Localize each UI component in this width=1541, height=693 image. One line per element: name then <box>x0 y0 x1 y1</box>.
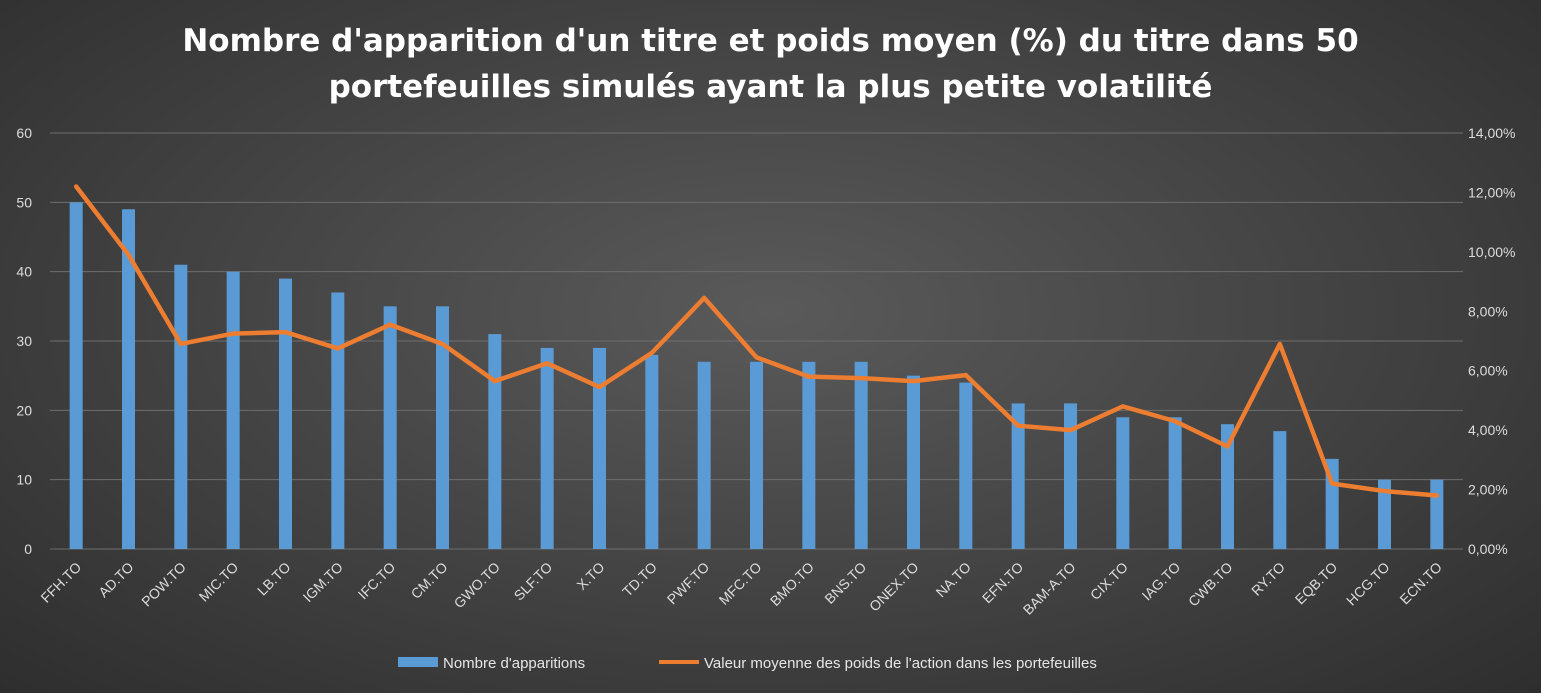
x-axis: FFH.TO AD.TO POW.TO MIC.TO LB.TO IGM.TO IFC.TO… <box>37 559 1445 618</box>
bar <box>488 334 502 549</box>
bar <box>436 306 449 549</box>
bar <box>802 361 816 549</box>
bar <box>854 361 868 549</box>
y-right-tick-label: 6,00% <box>1468 363 1508 379</box>
x-tick-label: GWO.TO <box>451 559 503 611</box>
x-tick-label: ECN.TO <box>1396 559 1445 608</box>
x-tick-label: X.TO <box>573 559 607 593</box>
x-tick-label: IFC.TO <box>355 559 399 603</box>
x-tick-label: EFN.TO <box>979 559 1027 607</box>
x-tick-label: RY.TO <box>1248 559 1288 599</box>
bar <box>383 306 397 549</box>
bar <box>1325 458 1339 549</box>
y-left-tick-label: 0 <box>24 541 32 557</box>
x-tick-label: AD.TO <box>95 559 136 600</box>
x-tick-label: HCG.TO <box>1343 559 1393 609</box>
y-left-tick-label: 60 <box>16 125 32 141</box>
bar <box>645 354 659 549</box>
bar <box>69 202 83 550</box>
x-tick-label: CWB.TO <box>1185 559 1236 610</box>
x-tick-label: BMO.TO <box>767 559 817 609</box>
x-tick-label: SLF.TO <box>511 559 556 604</box>
x-tick-label: PWF.TO <box>664 559 713 608</box>
bar <box>697 361 711 549</box>
bar-series <box>69 202 1444 550</box>
bar <box>1011 403 1025 549</box>
x-tick-label: MFC.TO <box>716 559 765 608</box>
bar <box>174 264 188 549</box>
bar <box>279 278 292 549</box>
x-tick-label: IGM.TO <box>300 559 346 605</box>
x-tick-label: EQB.TO <box>1292 559 1341 608</box>
bar <box>1221 424 1234 549</box>
y-right-tick-label: 10,00% <box>1468 244 1515 260</box>
y-left-tick-label: 50 <box>16 194 32 210</box>
bar <box>1430 479 1444 549</box>
legend: Nombre d'apparitions Valeur moyenne des … <box>398 655 1097 672</box>
legend-label-line: Valeur moyenne des poids de l'action dan… <box>704 655 1097 672</box>
y-right-tick-label: 14,00% <box>1468 125 1515 141</box>
bar <box>593 347 606 549</box>
y-left-tick-label: 10 <box>16 472 32 488</box>
y-right-tick-label: 8,00% <box>1468 303 1508 319</box>
bar <box>1168 417 1182 549</box>
x-tick-label: BAM-A.TO <box>1020 559 1079 618</box>
line-series <box>73 184 1440 498</box>
bar <box>1064 403 1077 549</box>
x-tick-label: NA.TO <box>933 559 974 600</box>
right-axis: 0,00% 2,00% 4,00% 6,00% 8,00% 10,00% 12,00% 14,… <box>1468 125 1515 557</box>
y-right-tick-label: 2,00% <box>1468 482 1508 498</box>
bar <box>1273 431 1287 549</box>
y-right-tick-label: 0,00% <box>1468 541 1508 557</box>
bar <box>959 382 973 549</box>
x-tick-label: CIX.TO <box>1087 559 1131 603</box>
x-tick-label: ONEX.TO <box>866 559 922 615</box>
bar <box>750 361 763 549</box>
bar <box>1116 417 1130 549</box>
left-axis: 0 10 20 30 40 50 60 <box>16 125 32 557</box>
x-tick-label: FFH.TO <box>37 559 84 606</box>
y-right-tick-label: 12,00% <box>1468 184 1515 200</box>
y-left-tick-label: 30 <box>16 333 32 349</box>
x-tick-label: MIC.TO <box>196 559 242 605</box>
chart-title: Nombre d'apparition d'un titre et poids … <box>0 18 1541 110</box>
x-tick-label: CM.TO <box>408 559 451 602</box>
bar <box>226 271 240 549</box>
legend-label-bars: Nombre d'apparitions <box>443 655 585 672</box>
x-tick-label: IAG.TO <box>1139 559 1184 604</box>
x-tick-label: POW.TO <box>138 559 189 610</box>
bar <box>1378 479 1391 549</box>
y-right-tick-label: 4,00% <box>1468 422 1508 438</box>
x-tick-label: TD.TO <box>619 559 660 600</box>
x-tick-label: BNS.TO <box>821 559 869 607</box>
bar <box>907 375 920 549</box>
bar <box>540 347 554 549</box>
bar <box>331 292 345 549</box>
chart-title-line-1: Nombre d'apparition d'un titre et poids … <box>182 23 1359 59</box>
bar <box>122 209 135 549</box>
chart-title-line-2: portefeuilles simulés ayant la plus peti… <box>328 69 1213 105</box>
x-tick-label: LB.TO <box>254 559 294 599</box>
y-left-tick-label: 40 <box>16 264 32 280</box>
legend-swatch-bars <box>398 657 438 667</box>
y-left-tick-label: 20 <box>16 402 32 418</box>
